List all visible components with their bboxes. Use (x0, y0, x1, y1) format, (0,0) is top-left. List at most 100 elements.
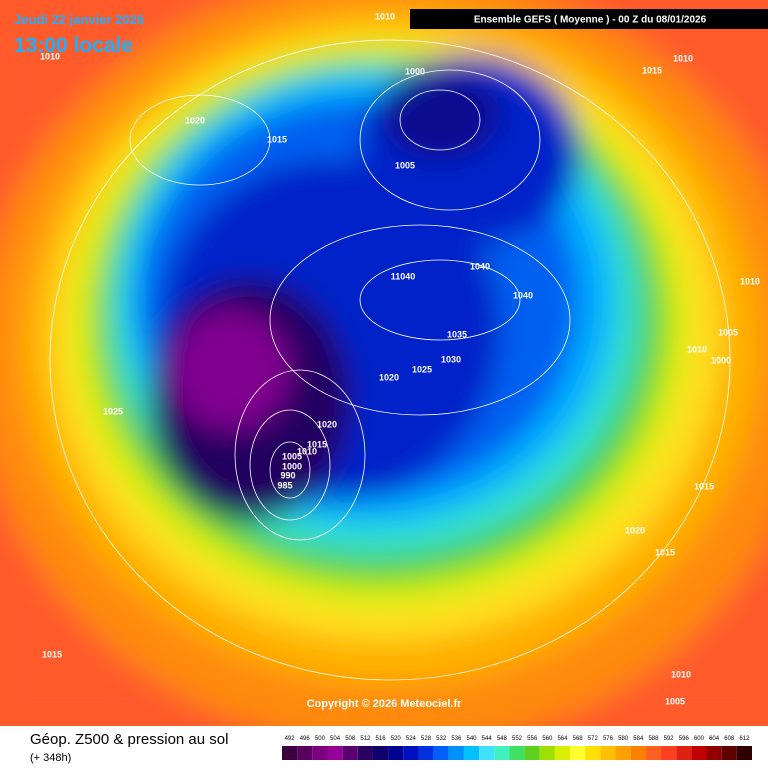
isobar-label: 1020 (625, 525, 645, 535)
isobar-label: 1000 (405, 66, 425, 76)
scale-label: 536 (451, 736, 462, 742)
scale-label: 596 (679, 736, 690, 742)
scale-swatch (403, 746, 419, 760)
scale-swatch (282, 746, 298, 760)
run-info: Ensemble GEFS ( Moyenne ) - 00 Z du 08/0… (474, 15, 707, 26)
isobar-label: 1015 (307, 439, 327, 449)
scale-label: 528 (421, 736, 432, 742)
scale-swatch (433, 746, 449, 760)
isobar-label: 1015 (42, 649, 62, 659)
scale-swatch (570, 746, 586, 760)
isobar-label: 985 (277, 480, 292, 490)
scale-label: 600 (694, 736, 705, 742)
scale-label: 604 (709, 736, 720, 742)
isobar-label: 1000 (282, 461, 302, 471)
scale-swatch (372, 746, 389, 760)
isobar-label: 1005 (282, 451, 302, 461)
scale-label: 520 (391, 736, 402, 742)
scale-swatch (661, 746, 677, 760)
scale-swatch (418, 746, 434, 760)
scale-swatch (388, 746, 404, 760)
geopotential-field (0, 0, 768, 750)
isobar-label: 1025 (103, 406, 123, 416)
isobar-label: 1020 (379, 372, 399, 382)
scale-swatch (600, 746, 616, 760)
scale-label: 576 (603, 736, 614, 742)
isobar-label: 11040 (391, 271, 416, 281)
scale-label: 584 (633, 736, 644, 742)
scale-label: 512 (360, 736, 371, 742)
isobar-label: 1035 (447, 329, 467, 339)
isobar-label: 1010 (740, 276, 760, 286)
scale-swatch (630, 746, 646, 760)
isobar-label: 1000 (711, 355, 731, 365)
scale-label: 556 (527, 736, 538, 742)
color-scale: 492 496 500 504 508 512 516 520 524 528 532 536 540 5… (282, 736, 752, 760)
scale-swatch (357, 746, 373, 760)
isobar-label: 1005 (395, 160, 415, 170)
scale-swatch (585, 746, 601, 760)
scale-swatch (448, 746, 464, 760)
scale-label: 544 (482, 736, 493, 742)
scale-swatch (721, 746, 737, 760)
scale-swatch (706, 746, 722, 760)
scale-swatch (494, 746, 510, 760)
isobar-label: 1010 (673, 53, 693, 63)
scale-swatch (554, 746, 571, 760)
scale-label: 504 (330, 736, 341, 742)
scale-label: 548 (497, 736, 508, 742)
isobar-label: 1015 (694, 481, 714, 491)
isobar-label: 990 (280, 470, 295, 480)
scale-swatch (539, 746, 555, 760)
date: Jeudi 22 janvier 2026 (14, 12, 144, 27)
isobar-label: 1040 (470, 261, 490, 271)
scale-label: 492 (285, 736, 296, 742)
isobar-label: 1020 (317, 419, 337, 429)
scale-swatch (312, 746, 328, 760)
scale-label: 540 (467, 736, 478, 742)
scale-label: 500 (315, 736, 326, 742)
scale-swatch (463, 746, 480, 760)
scale-swatch (615, 746, 631, 760)
isobar-label: 1015 (642, 65, 662, 75)
isobar-label: 1020 (185, 115, 205, 125)
scale-label: 524 (406, 736, 417, 742)
lead-time: (+ 348h) (30, 752, 71, 764)
scale-swatch (676, 746, 692, 760)
scale-swatch (645, 746, 662, 760)
scale-label: 608 (724, 736, 735, 742)
scale-label: 516 (376, 736, 387, 742)
scale-swatch (342, 746, 358, 760)
isobar-label: 1010 (671, 669, 691, 679)
scale-swatch (297, 746, 313, 760)
run-banner (410, 9, 768, 29)
copyright: Copyright © 2026 Meteociel.fr (307, 698, 463, 710)
scale-swatch (691, 746, 707, 760)
scale-label: 496 (300, 736, 311, 742)
scale-swatch (327, 746, 343, 760)
scale-label: 560 (542, 736, 553, 742)
time: 13:00 locale (14, 34, 133, 57)
scale-label: 552 (512, 736, 523, 742)
isobar-label: 1005 (665, 696, 685, 706)
scale-label: 508 (345, 736, 356, 742)
scale-label: 532 (436, 736, 447, 742)
scale-swatch (509, 746, 525, 760)
isobar-label: 1025 (412, 364, 432, 374)
isobar-label: 1010 (40, 51, 60, 61)
isobar-label: 1010 (687, 344, 707, 354)
scale-label: 580 (618, 736, 629, 742)
isobar-label: 1015 (655, 547, 675, 557)
isobar-label: 1040 (513, 290, 533, 300)
scale-label: 564 (557, 736, 568, 742)
isobar-label: 1005 (718, 327, 738, 337)
scale-label: 588 (648, 736, 659, 742)
scale-swatch (524, 746, 540, 760)
isobars (49, 39, 731, 681)
scale-label: 612 (739, 736, 750, 742)
footer-title: Géop. Z500 & pression au sol (30, 731, 228, 748)
isobar-label: 1010 (297, 446, 317, 456)
